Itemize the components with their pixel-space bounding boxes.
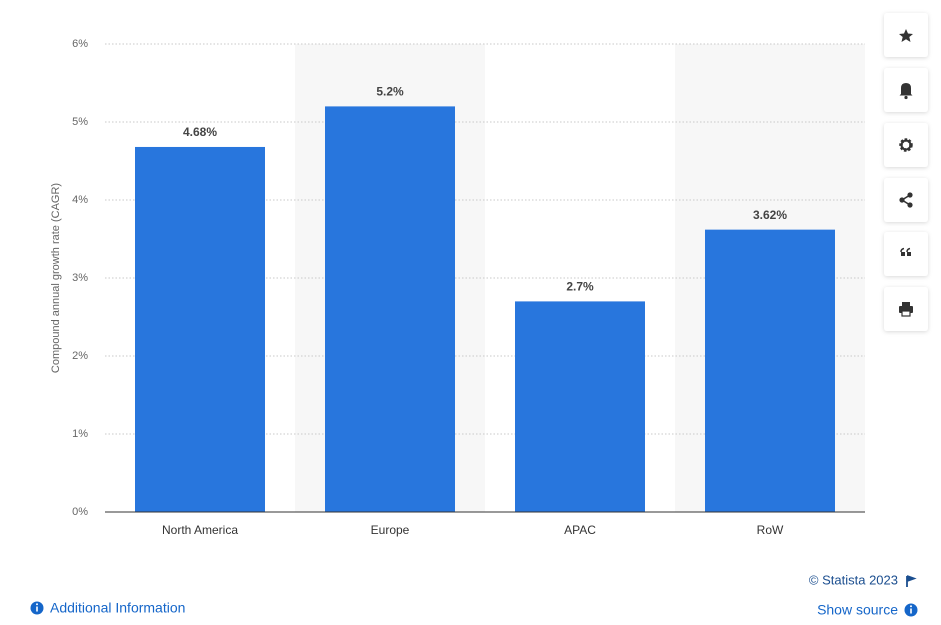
favorite-button[interactable] [884, 13, 928, 57]
y-tick-label: 6% [72, 38, 88, 50]
print-button[interactable] [884, 287, 928, 331]
plot-area: 0% 1% 2% 3% 4% 5% 6% North America 4.68% Europe 5.… [72, 38, 865, 537]
y-tick-label: 4% [72, 194, 88, 206]
settings-button[interactable] [884, 123, 928, 167]
y-tick-label: 0% [72, 506, 88, 518]
bar [135, 146, 265, 512]
value-label: 3.62% [753, 208, 787, 222]
x-tick-label: RoW [757, 523, 784, 537]
y-tick-label: 2% [72, 350, 88, 362]
copyright[interactable]: © Statista 2023 [809, 572, 898, 587]
cite-button[interactable] [884, 232, 928, 276]
alert-button[interactable] [884, 68, 928, 112]
x-tick-label: APAC [564, 523, 596, 537]
sidebar [884, 13, 928, 331]
y-tick-label: 5% [72, 116, 88, 128]
y-axis-label: Compound annual growth rate (CAGR) [50, 183, 62, 373]
show-source[interactable]: Show source [817, 602, 898, 618]
x-tick-label: North America [162, 523, 238, 537]
value-label: 5.2% [376, 85, 404, 99]
show-source-link[interactable]: Show source [817, 602, 918, 618]
x-tick-label: Europe [371, 523, 410, 537]
y-tick-label: 1% [72, 428, 88, 440]
y-tick-label: 3% [72, 272, 88, 284]
additional-information[interactable]: Additional Information [50, 600, 185, 616]
value-label: 2.7% [566, 280, 594, 294]
bar [325, 106, 455, 513]
bar [515, 301, 645, 512]
additional-information-link[interactable]: Additional Information [30, 600, 186, 616]
bar [705, 229, 835, 512]
share-button[interactable] [884, 178, 928, 222]
flag-icon [906, 575, 917, 587]
value-label: 4.68% [183, 125, 217, 139]
